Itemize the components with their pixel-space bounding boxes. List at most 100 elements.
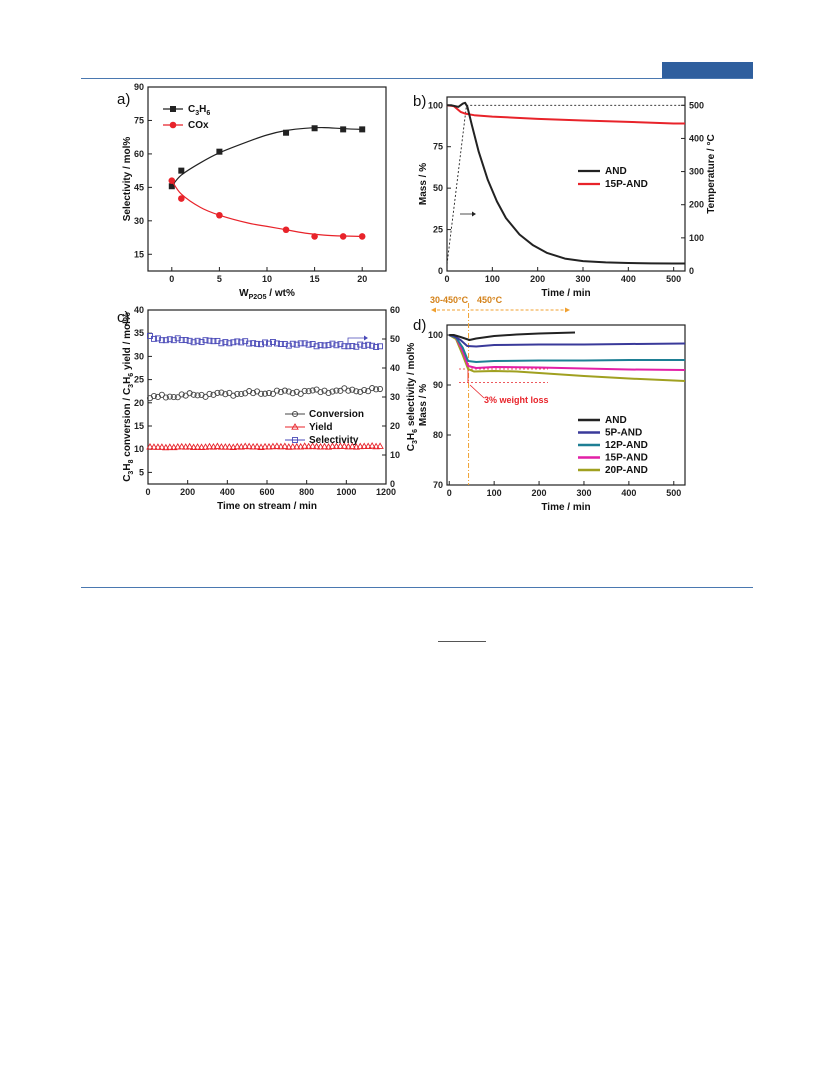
data-point (329, 340, 336, 347)
data-point (359, 126, 366, 133)
data-point (216, 211, 223, 219)
plot-frame (446, 324, 686, 486)
data-point (258, 341, 264, 348)
data-point (316, 442, 325, 450)
data-point (283, 129, 290, 136)
data-point (369, 385, 376, 392)
data-point (296, 442, 305, 450)
data-point (293, 341, 300, 348)
series-and-line (447, 101, 685, 265)
annotation-range: 30-450°C (430, 295, 469, 305)
data-point (281, 387, 288, 394)
data-point (185, 442, 194, 450)
data-point (177, 442, 186, 450)
data-point (277, 389, 284, 396)
data-point (373, 344, 380, 350)
data-point (289, 340, 296, 347)
series-line (448, 334, 686, 348)
hold-arrow-head (565, 307, 570, 313)
y-axis-label-b: Mass / % (418, 163, 429, 205)
x-axis-label-d: Time / min (541, 502, 590, 513)
panel-label-b: b) (413, 93, 426, 110)
y-tick-label: 10 (134, 444, 144, 454)
data-point (313, 343, 320, 350)
data-point (301, 340, 308, 347)
fit-curve-0 (171, 126, 363, 187)
data-point (262, 339, 268, 346)
legend-label: Conversion (309, 409, 364, 420)
y-axis-label-d: Mass / % (418, 384, 429, 426)
x-tick-label: 300 (576, 488, 591, 498)
data-point (308, 442, 317, 449)
data-point (170, 443, 178, 451)
data-point (324, 443, 333, 450)
data-point (273, 387, 280, 394)
data-point (340, 126, 347, 133)
y-tick-label: 50 (433, 183, 443, 193)
data-point (348, 442, 357, 450)
data-point (320, 442, 329, 450)
y-tick-label: 20 (134, 398, 144, 408)
data-point (305, 341, 312, 348)
x-tick-label: 500 (666, 488, 681, 498)
chart-c: 0 200 400 600 800 1000 12005101520253035400102… (117, 305, 419, 512)
data-point (281, 341, 288, 347)
data-point (365, 388, 372, 395)
data-point (309, 387, 316, 394)
data-point (226, 389, 233, 396)
data-point (230, 339, 237, 346)
data-point (257, 443, 265, 450)
x-tick-label: 1200 (376, 487, 396, 497)
data-point (158, 337, 165, 344)
data-point (364, 442, 372, 449)
data-point (269, 390, 277, 397)
data-point (221, 443, 230, 450)
data-point (222, 339, 229, 346)
data-point (194, 392, 201, 399)
data-point (190, 339, 197, 346)
data-point (261, 442, 269, 450)
x-tick-label: 200 (532, 488, 547, 498)
data-point (373, 386, 380, 393)
data-point (273, 442, 281, 449)
y-tick-label: 25 (433, 225, 443, 235)
data-point (233, 442, 242, 450)
data-point (257, 390, 265, 397)
data-point (365, 341, 372, 348)
series-15p-and-line (446, 104, 685, 125)
data-point (344, 442, 353, 450)
data-point (154, 443, 162, 450)
data-point (349, 386, 356, 393)
legend-label: C3H6 (188, 104, 210, 117)
y-tick-label: 15 (134, 249, 144, 259)
data-point (285, 388, 292, 395)
x-axis-label-c: Time on stream / min (217, 501, 317, 512)
legend-marker (170, 106, 176, 112)
y-right-tick-label: 0 (390, 479, 395, 489)
data-point (285, 443, 293, 450)
data-point (150, 392, 157, 400)
panel-label-a: a) (117, 91, 130, 108)
data-point (241, 442, 249, 450)
temperature-line (446, 104, 685, 265)
data-point (282, 226, 290, 234)
data-point (225, 443, 234, 450)
x-tick-label: 5 (217, 274, 222, 284)
data-point (186, 390, 193, 397)
data-point (190, 391, 197, 398)
short-divider (438, 641, 486, 642)
data-point (289, 442, 297, 450)
data-point (261, 390, 269, 397)
y-right-tick-label: 300 (689, 167, 704, 177)
y-tick-label: 35 (134, 328, 144, 338)
data-point (311, 125, 318, 132)
y-right-tick-label: 500 (689, 100, 704, 110)
data-point (198, 339, 205, 346)
data-point (154, 335, 161, 342)
data-point (237, 443, 245, 450)
data-point (332, 442, 341, 450)
loss-pointer (469, 384, 485, 399)
data-point (213, 442, 222, 450)
data-point (229, 443, 238, 450)
